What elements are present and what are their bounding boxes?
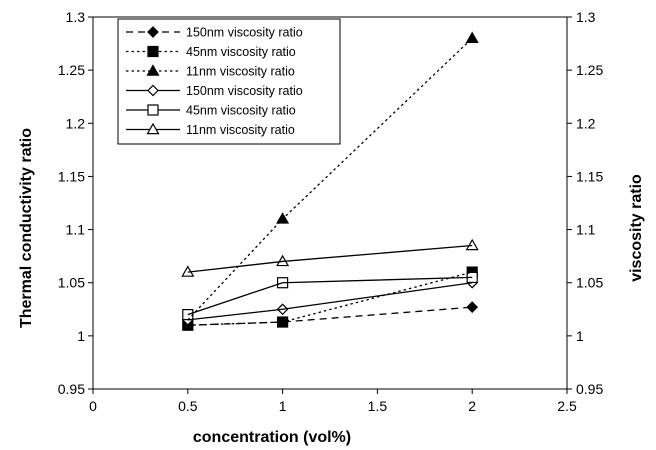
legend-label: 45nm viscosity ratio	[186, 45, 296, 59]
legend: 150nm viscosity ratio 45nm viscosity rati…	[117, 18, 341, 145]
x-tick-label: 2	[468, 398, 476, 414]
legend-box	[117, 18, 341, 145]
legend-marker-square	[147, 104, 159, 116]
series-line	[187, 282, 473, 321]
y-left-tick-label: 1.25	[58, 62, 85, 78]
y-left-tick-label: 1.15	[58, 168, 85, 184]
data-point-diamond	[466, 301, 479, 314]
series-line-3	[187, 37, 473, 321]
data-point-triangle	[465, 238, 479, 251]
legend-marker-diamond	[147, 26, 159, 38]
series-line	[187, 271, 473, 326]
legend-marker-triangle	[146, 64, 160, 76]
y-right-tick-label: 0.95	[576, 381, 603, 397]
y-right-tick-label: 1	[576, 328, 584, 344]
y-right-tick-label: 1.1	[576, 222, 596, 238]
legend-label: 150nm viscosity ratio	[186, 26, 303, 40]
x-tick-label: 0	[89, 398, 97, 414]
y-right-tick-label: 1.2	[576, 115, 596, 131]
series-line	[187, 306, 473, 326]
y-axis-right: 0.95 1 1.05 1.1 1.15 1.2 1.25 1.3	[567, 9, 603, 397]
series-line	[187, 244, 473, 273]
x-axis-title: concentration (vol%)	[193, 429, 351, 446]
y-left-tick-label: 1.2	[66, 115, 86, 131]
series-layer	[181, 31, 479, 331]
y-left-tick-label: 1.1	[66, 222, 86, 238]
y-left-tick-label: 1.3	[66, 9, 86, 25]
series-line	[187, 37, 473, 321]
legend-marker-square	[147, 45, 159, 58]
x-tick-label: 1	[279, 398, 287, 414]
legend-label: 45nm viscosity ratio	[186, 104, 296, 118]
y-left-tick-label: 1	[77, 328, 85, 344]
x-tick-label: 2.5	[557, 398, 577, 414]
series-line-1	[187, 306, 473, 326]
legend-label: 150nm viscosity ratio	[186, 84, 303, 98]
legend-label: 11nm viscosity ratio	[186, 123, 295, 137]
y-axis-left: 0.95 1 1.05 1.1 1.15 1.2 1.25 1.3	[58, 9, 93, 397]
y-right-tick-label: 1.05	[576, 275, 603, 291]
plot-border	[92, 16, 568, 390]
series-line-6	[187, 244, 473, 273]
x-tick-label: 0.5	[178, 398, 198, 414]
x-tick-label: 1.5	[368, 398, 388, 414]
y-axis-left-title: Thermal conductivity ratio	[18, 128, 35, 328]
series-line-4	[187, 282, 473, 321]
y-right-tick-label: 1.15	[576, 168, 603, 184]
plot-frame	[92, 16, 568, 390]
y-left-tick-label: 1.05	[58, 275, 85, 291]
y-right-tick-label: 1.3	[576, 9, 596, 25]
legend-marker-diamond	[147, 84, 159, 97]
data-point-triangle	[465, 31, 479, 43]
series-line-5	[187, 276, 473, 316]
y-axis-right-title: viscosity ratio	[628, 174, 645, 282]
series-line-2	[187, 271, 473, 326]
series-line	[187, 276, 473, 316]
legend-label: 11nm viscosity ratio	[186, 65, 295, 79]
legend-marker-triangle	[146, 122, 160, 135]
x-axis: 0 0.5 1 1.5 2 2.5	[89, 389, 577, 414]
y-right-tick-label: 1.25	[576, 62, 603, 78]
y-left-tick-label: 0.95	[58, 381, 85, 397]
